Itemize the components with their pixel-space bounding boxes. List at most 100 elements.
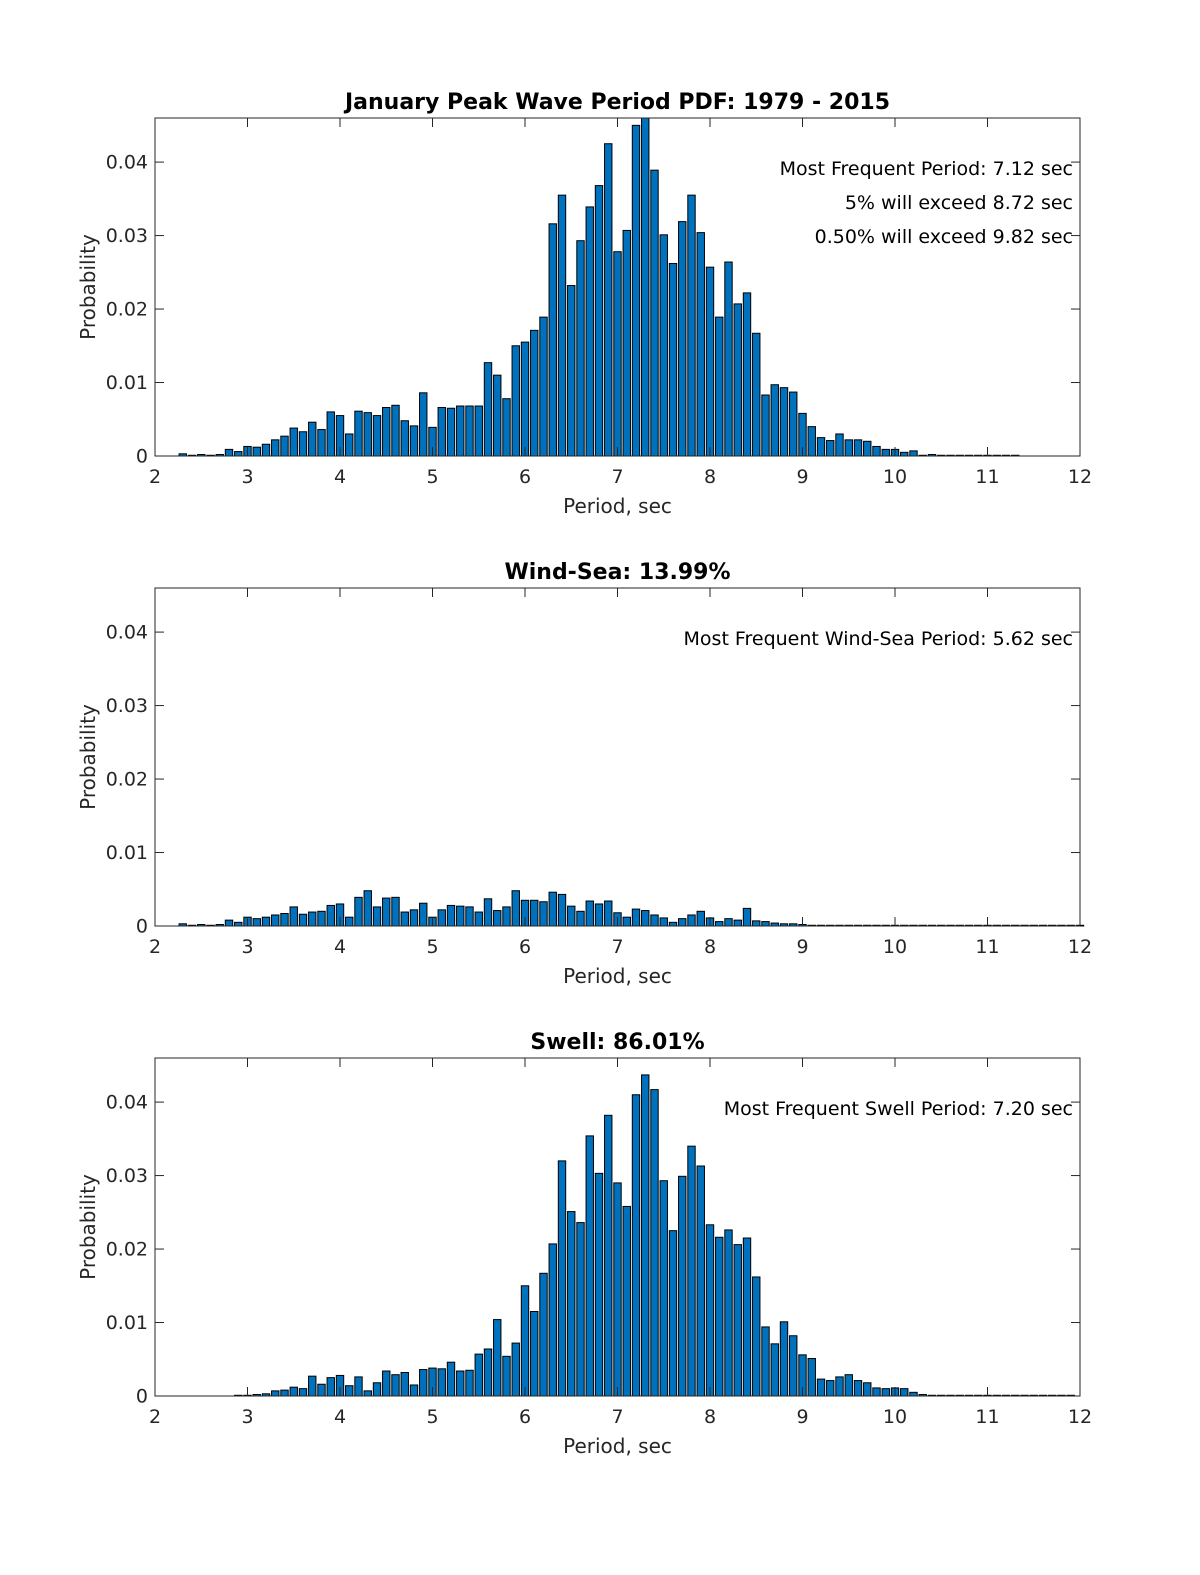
bar (345, 433, 354, 457)
bar (909, 450, 918, 457)
bar (363, 1390, 372, 1397)
x-tick-label: 11 (975, 936, 999, 958)
bar (696, 1165, 705, 1397)
bar (650, 914, 659, 927)
bar (400, 911, 409, 927)
bar (308, 911, 317, 927)
bar (409, 1384, 419, 1397)
bar (548, 223, 557, 457)
bar (604, 143, 613, 457)
y-tick-label: 0 (136, 916, 148, 938)
bar (446, 1361, 456, 1397)
bar (779, 1321, 789, 1397)
bar (678, 221, 687, 457)
bar (280, 913, 289, 927)
bar (641, 117, 650, 457)
bar (502, 1355, 511, 1397)
bar (557, 893, 567, 927)
bar (826, 1380, 835, 1397)
bar (752, 920, 761, 927)
bar (372, 906, 382, 927)
chart-title: January Peak Wave Period PDF: 1979 - 201… (343, 90, 890, 115)
bar (363, 890, 372, 927)
bar (789, 391, 798, 457)
bar (853, 1380, 863, 1397)
x-tick-label: 9 (796, 466, 808, 488)
bar (474, 405, 483, 457)
bar (382, 407, 391, 457)
plot-area-frame (154, 587, 1081, 927)
x-tick-label: 2 (149, 936, 161, 958)
bar (234, 921, 243, 927)
bar (465, 1369, 474, 1397)
bar (252, 446, 261, 457)
bar (224, 448, 234, 457)
bar (622, 916, 631, 927)
bar (733, 919, 742, 927)
bar (668, 921, 678, 927)
x-tick-label: 5 (426, 936, 438, 958)
bar (687, 914, 696, 927)
bar (557, 1160, 567, 1397)
annotation-most-frequent-period: Most Frequent Period: 7.12 sec (780, 158, 1073, 180)
bar (715, 316, 724, 457)
x-tick-label: 2 (149, 1406, 161, 1428)
bar (474, 911, 483, 927)
bar (502, 906, 511, 927)
bar (539, 1272, 548, 1397)
bar (909, 1391, 918, 1397)
bar (456, 1370, 465, 1397)
bar (770, 384, 779, 457)
bar (520, 341, 530, 457)
annotation-5pct-exceedance: 5% will exceed 8.72 sec (845, 192, 1073, 214)
bar (594, 185, 604, 457)
x-tick-label: 7 (611, 1406, 623, 1428)
bar (761, 1326, 770, 1397)
bar (419, 392, 428, 457)
x-tick-label: 3 (241, 936, 253, 958)
x-tick-label: 3 (241, 1406, 253, 1428)
bar (354, 1376, 363, 1397)
bar (567, 905, 576, 927)
bar (696, 910, 705, 927)
bar (252, 918, 261, 927)
x-tick-label: 4 (334, 936, 346, 958)
annotation-0-5pct-exceedance: 0.50% will exceed 9.82 sec (815, 226, 1073, 248)
bar (613, 251, 622, 457)
bar (742, 292, 752, 457)
bar (604, 900, 613, 927)
bar (835, 1376, 844, 1397)
x-tick-label: 6 (519, 1406, 531, 1428)
bar (456, 905, 465, 927)
bar (863, 440, 872, 457)
bar (705, 1224, 715, 1397)
annotation-most-frequent-wind-sea-period: Most Frequent Wind-Sea Period: 5.62 sec (684, 628, 1073, 650)
bar (585, 900, 594, 927)
bar (715, 921, 724, 927)
x-axis-label: Period, sec (563, 494, 672, 518)
bar (493, 910, 502, 927)
bar (761, 921, 770, 927)
bar (354, 896, 363, 927)
bar (326, 904, 335, 927)
bar (752, 1276, 761, 1397)
bar (742, 907, 752, 927)
bar (437, 407, 446, 457)
x-tick-label: 8 (704, 1406, 716, 1428)
bar (372, 415, 382, 457)
bar (280, 1389, 289, 1397)
y-tick-label: 0.03 (106, 225, 148, 247)
bar (631, 908, 641, 927)
bar (308, 1375, 317, 1397)
bar (308, 421, 317, 457)
bar (382, 1370, 391, 1397)
y-tick-label: 0 (136, 446, 148, 468)
x-tick-label: 12 (1068, 466, 1092, 488)
bar (705, 266, 715, 457)
bar (483, 1348, 493, 1397)
bar (539, 316, 548, 457)
y-tick-label: 0.04 (106, 152, 148, 174)
bar (826, 440, 835, 457)
bar (456, 405, 465, 457)
bar (724, 1229, 733, 1397)
